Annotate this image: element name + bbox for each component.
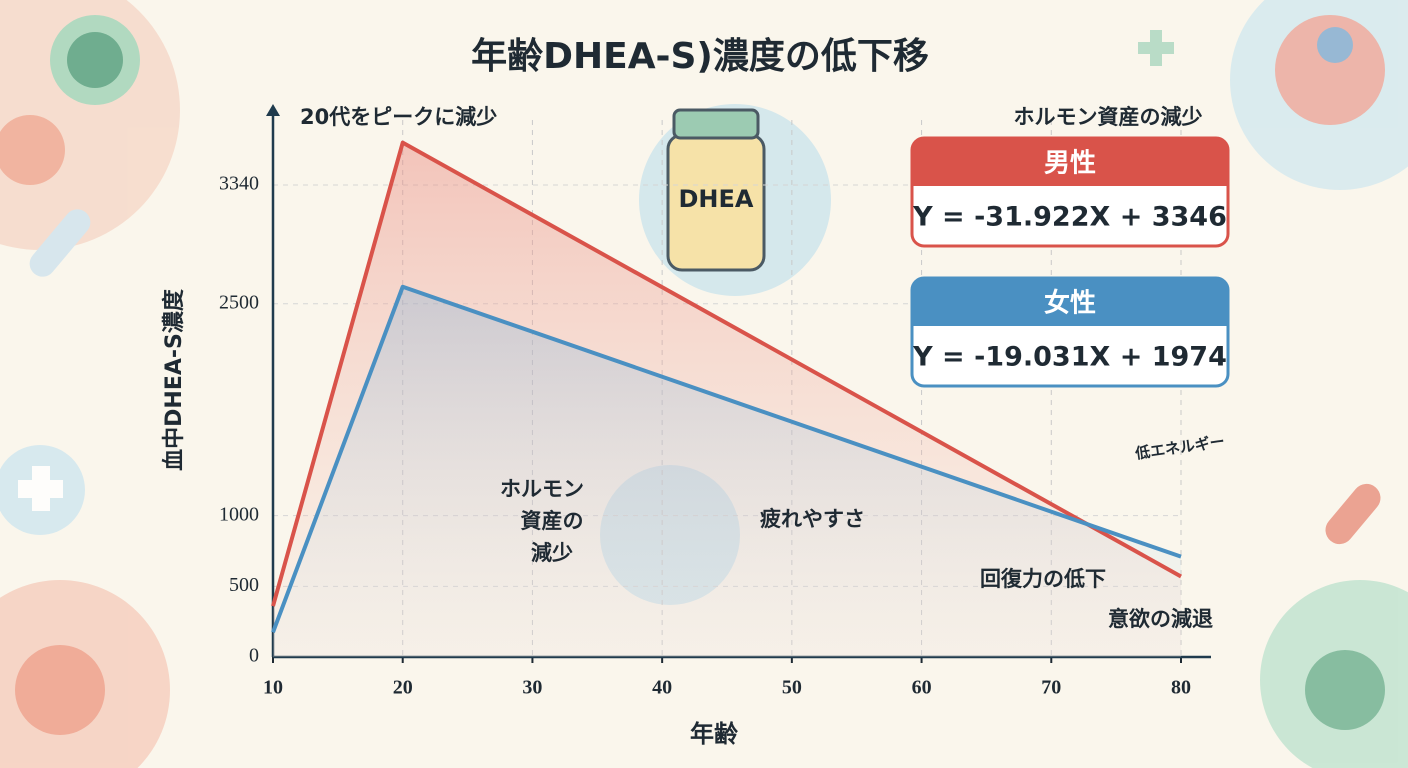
equation: Y = -31.922X + 3346	[912, 202, 1227, 233]
annotation: 意欲の減退	[1108, 607, 1213, 631]
area	[273, 286, 1181, 657]
annotation: 減少	[531, 541, 573, 565]
y-tick-label: 1000	[219, 503, 259, 525]
annotation: 回復力の低下	[980, 567, 1106, 591]
x-tick-label: 40	[652, 677, 672, 699]
x-axis-label: 年齢	[690, 720, 739, 748]
chart-title: 年齢DHEA-S)濃度の低下移	[471, 36, 929, 77]
y-tick-label: 500	[229, 574, 259, 596]
x-tick-label: 20	[393, 677, 413, 699]
legend-header	[912, 278, 1228, 326]
x-tick-label: 30	[522, 677, 542, 699]
x-tick-label: 60	[912, 677, 932, 699]
annotation: 疲れやすさ	[760, 507, 865, 531]
y-tick-label: 2500	[219, 291, 259, 313]
y-axis-label: 血中DHEA-S濃度	[161, 288, 187, 471]
bottle-cap	[672, 108, 760, 140]
y-tick-label: 0	[249, 645, 259, 667]
x-tick-label: 70	[1041, 677, 1061, 699]
annotation: 20代をピークに減少	[300, 105, 497, 129]
annotation: 低エネルギー	[1133, 432, 1226, 462]
equation: Y = -19.031X + 1974	[912, 342, 1227, 373]
x-tick-label: 80	[1171, 677, 1191, 699]
line	[271, 140, 1182, 607]
legend-label: 男性	[1044, 149, 1096, 179]
annotation: ホルモン	[500, 477, 584, 501]
legend-header	[912, 138, 1228, 186]
x-tick-label: 50	[782, 677, 802, 699]
line	[271, 284, 1182, 633]
legend-title: ホルモン資産の減少	[1014, 105, 1203, 129]
bottle-label: DHEA	[679, 185, 754, 213]
x-tick-label: 10	[263, 677, 283, 699]
legend-label: 女性	[1044, 288, 1096, 319]
y-tick-label: 3340	[219, 173, 259, 195]
annotation: 資産の	[521, 509, 584, 533]
y-axis-arrow	[266, 104, 280, 116]
